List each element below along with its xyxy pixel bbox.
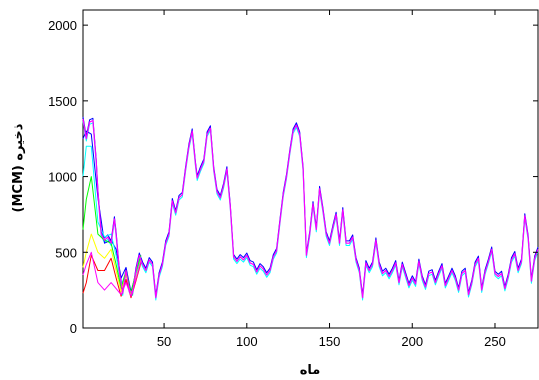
x-tick-label: 100 — [236, 334, 258, 349]
series-line-main — [82, 118, 539, 299]
x-axis-label: ماه — [300, 363, 321, 378]
x-tick-label: 200 — [401, 334, 423, 349]
y-tick-label: 1000 — [48, 170, 77, 185]
y-tick-label: 1500 — [48, 94, 77, 109]
x-tick-label: 50 — [157, 334, 171, 349]
series-layer — [82, 116, 539, 301]
y-tick-label: 500 — [55, 245, 77, 260]
y-tick-label: 0 — [70, 321, 77, 336]
series-line-early-3 — [82, 176, 142, 294]
x-tick-label: 250 — [484, 334, 506, 349]
y-axis-ticks: 0 500 1000 1500 2000 — [48, 18, 538, 336]
y-axis-label: (MCM) ذخیره — [11, 123, 26, 212]
y-tick-label: 2000 — [48, 18, 77, 33]
plot-area — [82, 9, 539, 329]
x-tick-label: 150 — [319, 334, 341, 349]
x-axis-ticks: 50 100 150 200 250 — [157, 10, 506, 349]
series-line-early-6 — [82, 251, 142, 297]
